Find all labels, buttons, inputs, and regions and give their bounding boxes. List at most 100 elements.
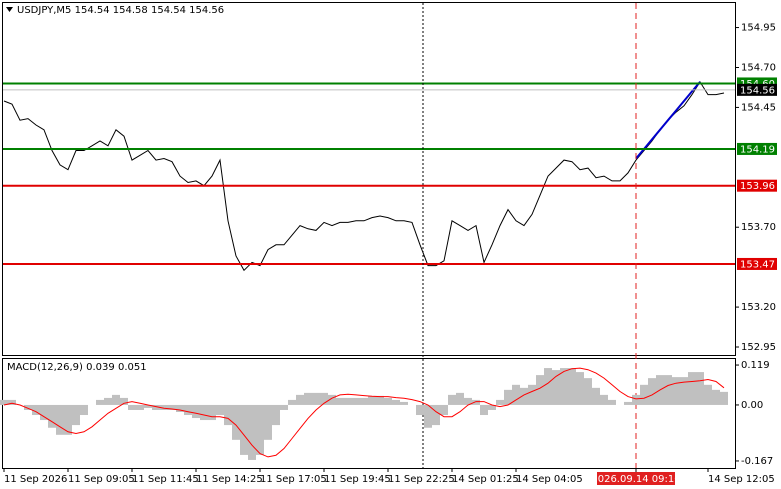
macd-bar	[720, 391, 728, 405]
y-tick-label: 0.119	[741, 360, 770, 371]
x-tick-label: 14 Sep 04:05	[516, 474, 583, 485]
macd-bar	[712, 389, 720, 405]
macd-bar	[168, 404, 176, 410]
macd-bar	[120, 397, 128, 405]
macd-panel	[2, 358, 736, 469]
y-tick-label: -0.167	[741, 456, 773, 467]
macd-bar	[128, 404, 136, 410]
macd-bar	[424, 404, 432, 428]
macd-bar	[288, 399, 296, 405]
y-tick-label: 154.45	[741, 102, 776, 113]
macd-bar	[224, 404, 232, 426]
open: 154.54	[75, 5, 110, 16]
trend-line	[635, 81, 701, 160]
macd-bar	[552, 370, 560, 405]
macd-bar	[440, 404, 448, 416]
macd-title: MACD(12,26,9)	[7, 362, 83, 373]
macd-bar	[248, 404, 256, 460]
macd-bar	[384, 397, 392, 405]
macd-bar	[8, 399, 16, 405]
macd-bar	[464, 397, 472, 405]
macd-bar	[304, 392, 312, 405]
x-tick-label: 11 Sep 09:05	[68, 474, 135, 485]
level-box	[737, 142, 777, 155]
macd-bar	[280, 404, 288, 410]
macd-bar	[256, 404, 264, 455]
macd-bar	[544, 368, 552, 405]
macd-bar	[504, 389, 512, 405]
macd-bar	[104, 397, 112, 405]
collapse-icon[interactable]	[6, 7, 13, 12]
macd-bar	[296, 394, 304, 405]
macd-bar	[200, 404, 208, 421]
macd-bar	[592, 387, 600, 405]
macd-bar	[432, 404, 440, 426]
macd-bar	[48, 404, 56, 428]
macd-bar	[264, 404, 272, 440]
level-box	[737, 179, 777, 192]
macd-bar	[528, 384, 536, 405]
macd-bar	[680, 377, 688, 405]
macd-bar	[176, 404, 184, 412]
macd-bar	[40, 404, 48, 421]
macd-bar	[328, 394, 336, 405]
macd-bar	[648, 378, 656, 405]
macd-bar	[56, 404, 64, 435]
last-price-label: 154.56	[740, 85, 775, 96]
macd-bar	[632, 394, 640, 405]
y-tick-label: 0.00	[741, 400, 763, 411]
y-tick-label: 153.20	[741, 302, 776, 313]
macd-bar	[208, 404, 216, 421]
macd-bar	[688, 372, 696, 405]
macd-bar	[512, 384, 520, 405]
macd-bar	[400, 401, 408, 405]
macd-bar	[696, 372, 704, 405]
macd-bar	[376, 395, 384, 405]
macd-signal: 0.051	[118, 362, 147, 373]
x-tick-label: 11 Sep 14:25	[196, 474, 263, 485]
macd-bar	[672, 377, 680, 405]
macd-bar	[320, 392, 328, 405]
macd-bar	[472, 399, 480, 405]
macd-bar	[568, 368, 576, 405]
price-header: USDJPY,M5 154.54 154.58 154.54 154.56	[17, 5, 224, 16]
macd-bar	[600, 394, 608, 405]
level-label: 153.47	[740, 259, 775, 270]
macd-bar	[344, 397, 352, 405]
x-tick-label: 11 Sep 22:25	[388, 474, 455, 485]
macd-bar	[144, 404, 152, 408]
level-label: 153.96	[740, 181, 775, 192]
price-line	[3, 80, 725, 272]
macd-bar	[416, 404, 424, 416]
x-tick-label: 11 Sep 19:45	[324, 474, 391, 485]
high: 154.58	[113, 5, 148, 16]
macd-bar	[136, 404, 144, 410]
macd-bar	[24, 404, 32, 410]
macd-bar	[392, 399, 400, 405]
macd-bar	[368, 395, 376, 405]
y-tick-label: 153.70	[741, 222, 776, 233]
macd-bar	[456, 392, 464, 405]
x-tick-label: 14 Sep 12:05	[708, 474, 775, 485]
macd-bar	[536, 375, 544, 405]
macd-bar	[64, 404, 72, 435]
low: 154.54	[151, 5, 186, 16]
macd-bar	[240, 404, 248, 455]
macd-bar	[520, 387, 528, 405]
macd-bar	[608, 399, 616, 405]
y-tick-label: 152.95	[741, 342, 776, 353]
macd-bar	[640, 384, 648, 405]
macd-bar	[336, 397, 344, 405]
macd-bar	[664, 375, 672, 405]
macd-bar	[72, 404, 80, 426]
macd-bar	[480, 404, 488, 416]
signal-line	[3, 367, 725, 458]
cursor-box	[597, 472, 675, 485]
x-tick-label: 11 Sep 17:05	[260, 474, 327, 485]
macd-bar	[576, 372, 584, 405]
macd-bar	[232, 404, 240, 440]
macd-bar	[312, 392, 320, 405]
level-box	[737, 257, 777, 270]
